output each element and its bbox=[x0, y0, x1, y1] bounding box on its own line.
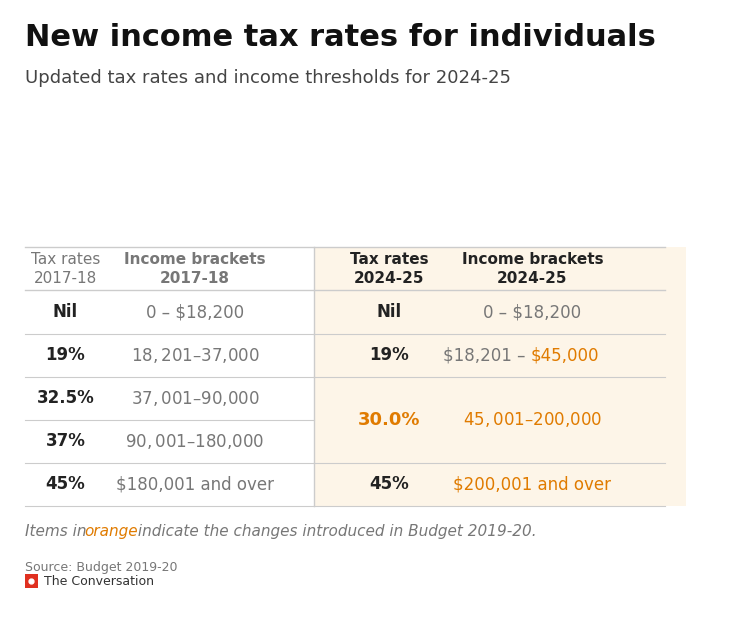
Text: $18,201 –: $18,201 – bbox=[443, 346, 530, 364]
Text: $180,001 and over: $180,001 and over bbox=[116, 475, 274, 494]
Text: Items in: Items in bbox=[25, 524, 91, 539]
Text: 0 – $18,200: 0 – $18,200 bbox=[146, 303, 244, 321]
Text: 0 – $18,200: 0 – $18,200 bbox=[483, 303, 581, 321]
Text: 32.5%: 32.5% bbox=[37, 389, 94, 407]
Text: 30.0%: 30.0% bbox=[358, 411, 421, 429]
Text: 37%: 37% bbox=[45, 432, 85, 451]
FancyBboxPatch shape bbox=[314, 247, 686, 506]
Text: 45%: 45% bbox=[46, 475, 85, 494]
Text: $200,001 and over: $200,001 and over bbox=[453, 475, 611, 494]
Text: orange: orange bbox=[84, 524, 138, 539]
Text: Updated tax rates and income thresholds for 2024-25: Updated tax rates and income thresholds … bbox=[25, 69, 510, 87]
Text: Nil: Nil bbox=[377, 303, 402, 321]
Text: Income brackets
2017-18: Income brackets 2017-18 bbox=[124, 252, 266, 286]
Text: indicate the changes introduced in Budget 2019-20.: indicate the changes introduced in Budge… bbox=[133, 524, 537, 539]
Text: Income brackets
2024-25: Income brackets 2024-25 bbox=[461, 252, 603, 286]
Text: Tax rates
2024-25: Tax rates 2024-25 bbox=[350, 252, 428, 286]
Text: Nil: Nil bbox=[53, 303, 78, 321]
Text: $37,001 – $90,000: $37,001 – $90,000 bbox=[130, 389, 259, 407]
Text: 19%: 19% bbox=[46, 346, 85, 364]
Text: 19%: 19% bbox=[369, 346, 409, 364]
Text: Tax rates
2017-18: Tax rates 2017-18 bbox=[31, 252, 100, 286]
Text: $45,000: $45,000 bbox=[530, 346, 599, 364]
Text: $45,001 – $200,000: $45,001 – $200,000 bbox=[463, 410, 602, 429]
Text: $18,201 – $37,000: $18,201 – $37,000 bbox=[130, 346, 259, 364]
Text: $90,001 – $180,000: $90,001 – $180,000 bbox=[125, 432, 265, 451]
Text: The Conversation: The Conversation bbox=[44, 575, 154, 588]
FancyBboxPatch shape bbox=[25, 574, 38, 588]
Text: New income tax rates for individuals: New income tax rates for individuals bbox=[25, 22, 655, 52]
Text: 45%: 45% bbox=[369, 475, 409, 494]
Text: Source: Budget 2019-20: Source: Budget 2019-20 bbox=[25, 562, 177, 574]
